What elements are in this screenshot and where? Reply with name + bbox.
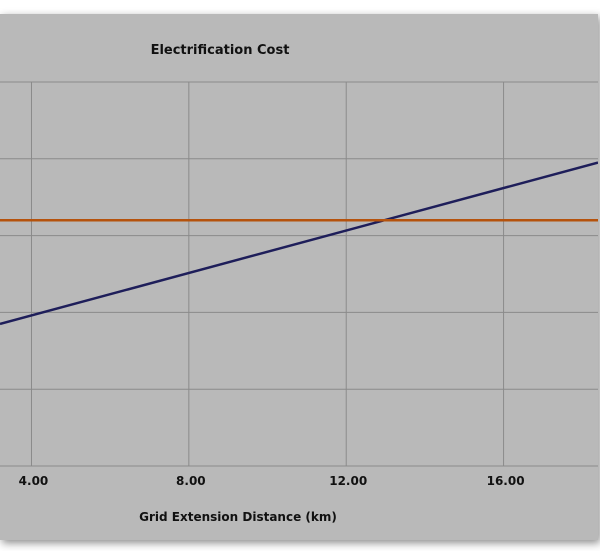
x-axis-label: Grid Extension Distance (km) — [139, 510, 337, 524]
chart-frame: Electrification Cost 4.00 8.00 12.00 16.00 … — [0, 14, 598, 540]
series-line-0 — [0, 161, 598, 326]
chart-title: Electrification Cost — [151, 43, 290, 58]
series-lines — [0, 161, 598, 326]
x-tick-labels: 4.00 8.00 12.00 16.00 — [19, 474, 525, 488]
x-tick-label-3: 16.00 — [487, 474, 525, 488]
x-tick-label-2: 12.00 — [329, 474, 367, 488]
electrification-cost-chart: Electrification Cost 4.00 8.00 12.00 16.00 … — [0, 43, 598, 524]
gridlines — [0, 81, 598, 467]
x-tick-label-0: 4.00 — [19, 474, 49, 488]
x-tick-label-1: 8.00 — [176, 474, 206, 488]
